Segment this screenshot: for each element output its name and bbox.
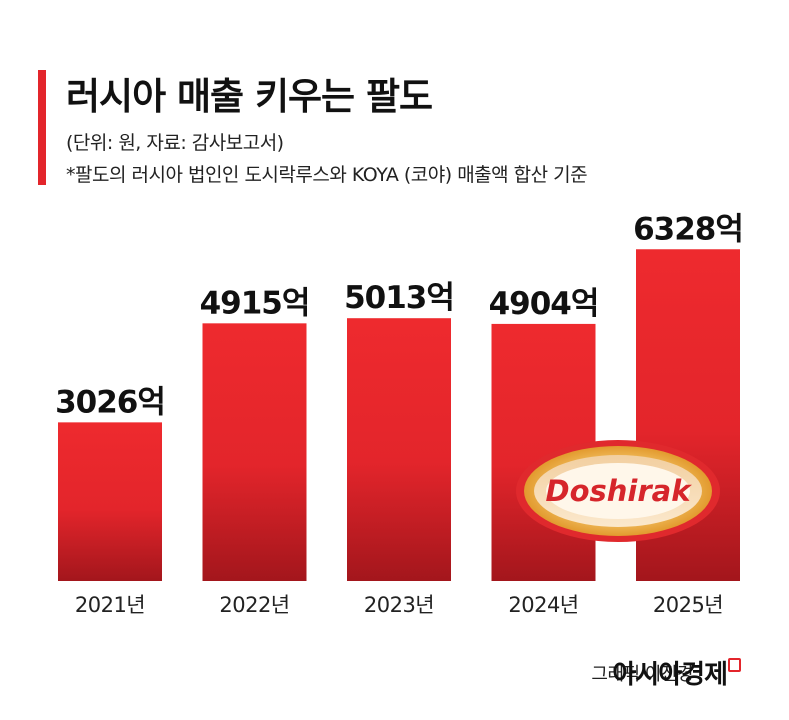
bars-group: 3026억 2021년 4915억 2022년 5013억 2023년 4904억 2024년… [55, 211, 744, 617]
category-label: 2023년 [364, 593, 434, 617]
category-label: 2024년 [508, 593, 578, 617]
brand-mark-icon [728, 658, 741, 672]
title-accent-bar [38, 70, 46, 185]
publisher-brand: 아시아경제 [612, 660, 728, 690]
category-label: 2021년 [75, 593, 145, 617]
category-label: 2025년 [653, 593, 723, 617]
value-label: 4904억 [489, 286, 599, 322]
unit-note: (단위: 원, 자료: 감사보고서) [66, 132, 284, 154]
graphic-credit: 그래픽 이진경 [591, 664, 693, 685]
value-label: 5013억 [344, 280, 454, 316]
basis-note: *팔도의 러시아 법인인 도시락루스와 KOYA (코야) 매출액 합산 기준 [66, 164, 588, 186]
category-label: 2022년 [219, 593, 289, 617]
chart-title: 러시아 매출 키우는 팔도 [66, 75, 433, 118]
bar-2023년 [347, 318, 451, 581]
logo-text: Doshirak [546, 474, 693, 508]
value-label: 6328억 [633, 211, 743, 247]
value-label: 3026억 [55, 384, 165, 420]
doshirak-logo: Doshirak [516, 440, 720, 542]
bar-2021년 [58, 422, 162, 581]
bar-2022년 [202, 323, 307, 581]
value-label: 4915억 [200, 285, 310, 321]
